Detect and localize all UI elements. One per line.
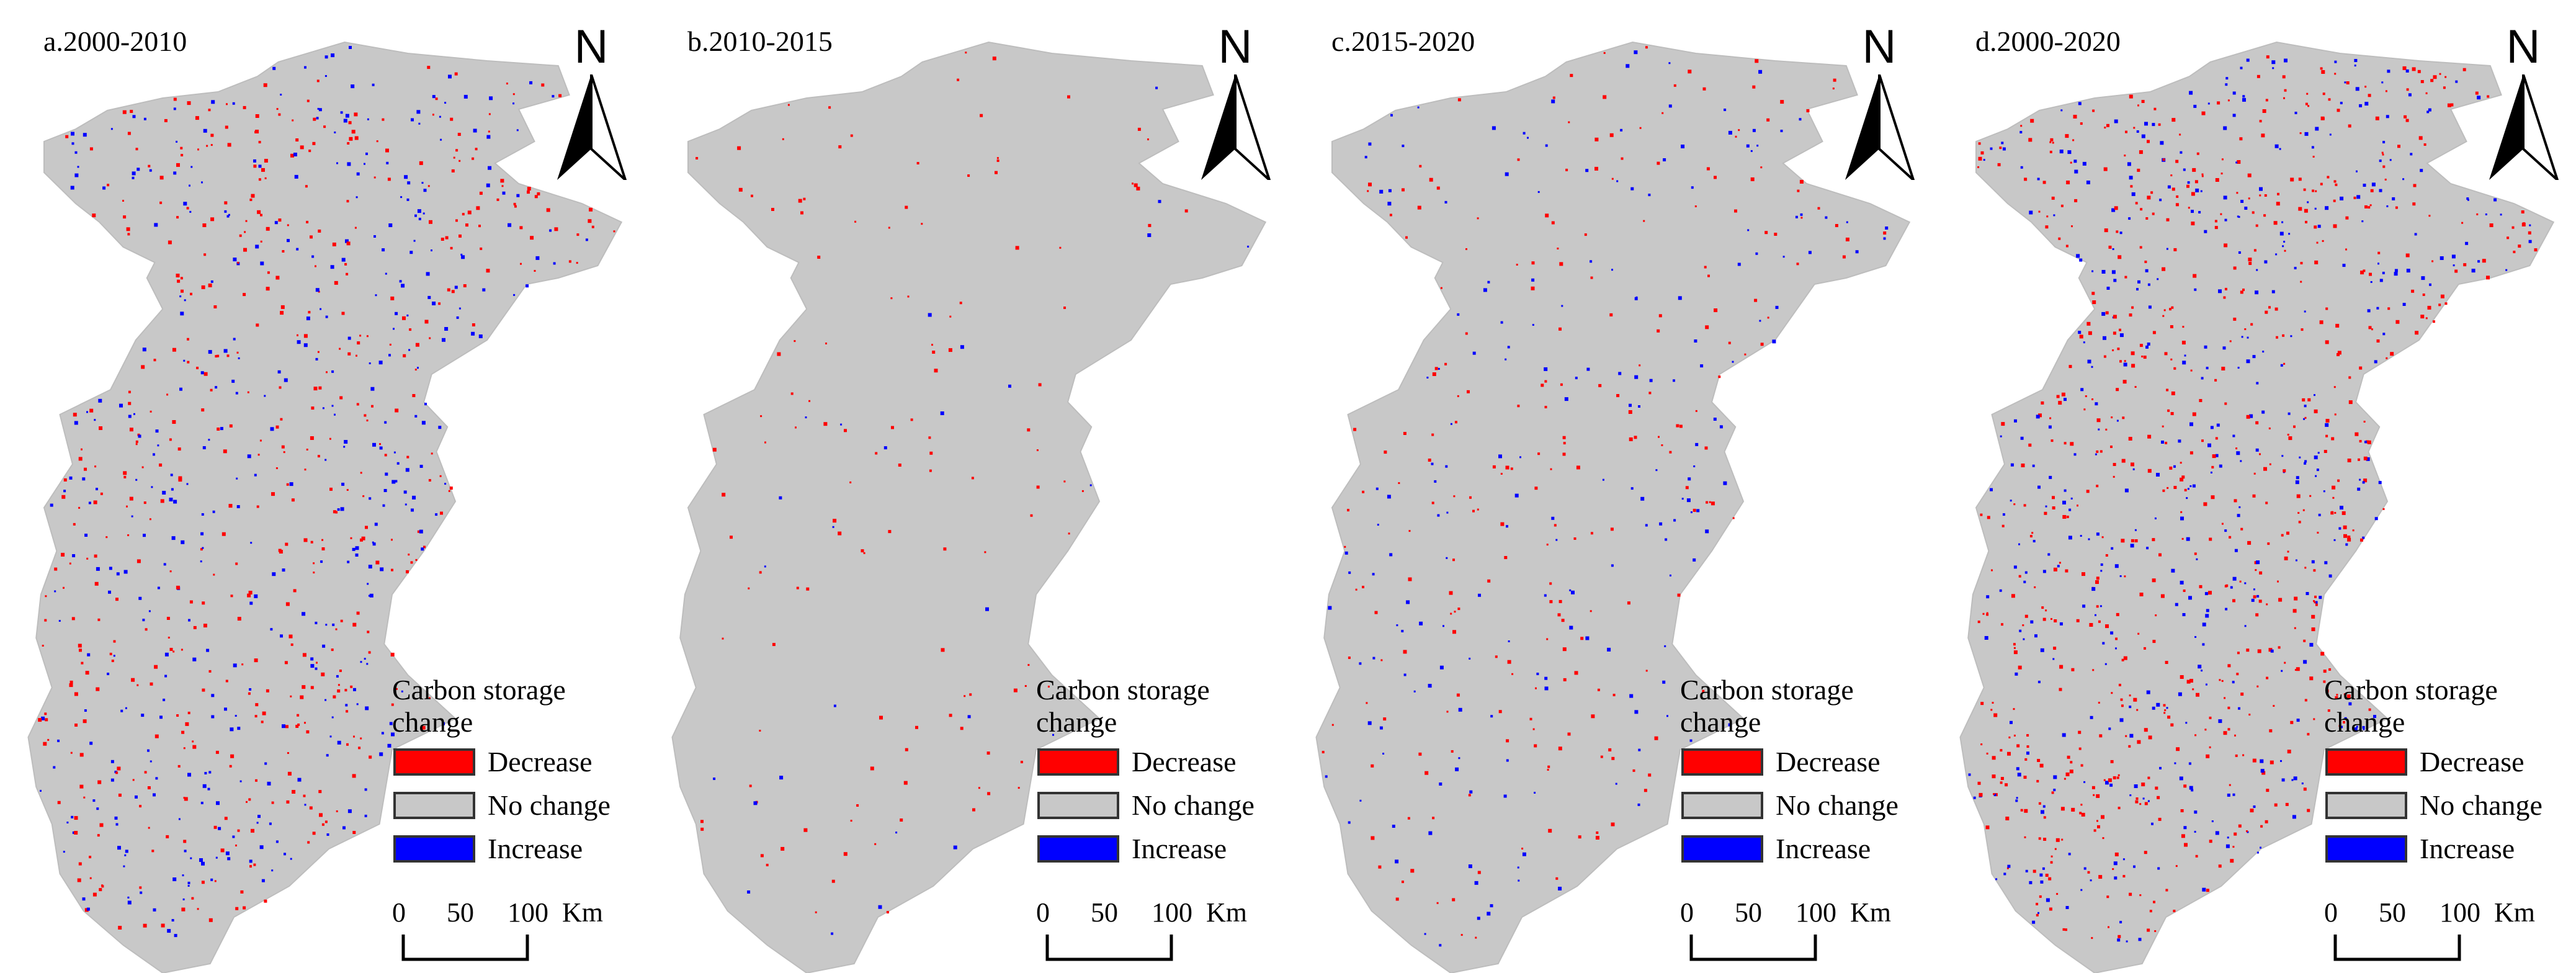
legend-swatch <box>393 748 475 776</box>
legend-item-increase: Increase <box>2324 830 2572 869</box>
legend-swatch <box>393 792 475 819</box>
legend: Carbon storage change Decrease No change … <box>1680 674 1928 869</box>
scale-label-50: 50 <box>447 897 474 928</box>
legend-item-increase: Increase <box>1680 830 1928 869</box>
legend-swatch <box>1037 748 1119 776</box>
scale-bar-line <box>401 935 529 961</box>
scale-label-100: 100 <box>1796 897 1836 928</box>
legend-item-no-change: No change <box>392 787 640 825</box>
scale-unit: Km <box>562 897 603 928</box>
legend-item-decrease: Decrease <box>1036 743 1284 782</box>
legend-title: Carbon storage change <box>2324 674 2498 738</box>
legend-swatch <box>1681 748 1763 776</box>
scale-unit: Km <box>1206 897 1247 928</box>
north-arrow: N <box>551 20 632 180</box>
region-outline <box>1315 41 1911 973</box>
scale-bar-line <box>1689 935 1817 961</box>
legend-title: Carbon storage change <box>392 674 566 738</box>
scale-label-50: 50 <box>1091 897 1118 928</box>
legend: Carbon storage change Decrease No change … <box>1036 674 1284 869</box>
north-arrow-icon <box>1845 74 1915 180</box>
panel-title: d.2000-2020 <box>1975 25 2121 57</box>
legend-swatch <box>2325 792 2407 819</box>
north-arrow-icon <box>1201 74 1271 180</box>
legend-item-increase: Increase <box>392 830 640 869</box>
legend-item-increase: Increase <box>1036 830 1284 869</box>
map-panel-c: c.2015-2020 N Carbon storage change Decre… <box>1288 0 1932 973</box>
north-arrow-icon <box>2489 74 2559 180</box>
scale-label-50: 50 <box>2379 897 2406 928</box>
scale-label-0: 0 <box>1680 897 1694 928</box>
legend-item-decrease: Decrease <box>392 743 640 782</box>
change-pixels <box>38 46 615 938</box>
scale-unit: Km <box>1850 897 1891 928</box>
north-arrow: N <box>1195 20 1276 180</box>
legend-swatch <box>2325 835 2407 863</box>
scale-unit: Km <box>2494 897 2535 928</box>
change-pixels <box>1968 55 2538 943</box>
scale-label-0: 0 <box>1036 897 1050 928</box>
change-pixels <box>695 52 1250 935</box>
legend-swatch <box>1037 835 1119 863</box>
legend-item-no-change: No change <box>1680 787 1928 825</box>
legend-swatch <box>1037 792 1119 819</box>
carbon-change-map <box>1959 41 2555 973</box>
legend-title: Carbon storage change <box>1036 674 1210 738</box>
region-outline <box>671 41 1267 973</box>
carbon-change-map <box>671 41 1267 973</box>
north-arrow-icon <box>557 74 627 180</box>
region-outline <box>1959 41 2555 973</box>
north-arrow: N <box>2483 20 2564 180</box>
legend: Carbon storage change Decrease No change … <box>392 674 640 869</box>
north-label: N <box>574 20 609 73</box>
carbon-change-map <box>1315 41 1911 973</box>
scale-bar: 0 50 100 Km <box>2324 897 2572 966</box>
scale-label-0: 0 <box>392 897 406 928</box>
map-panel-a: a.2000-2010 N Carbon storage change Decre… <box>0 0 644 973</box>
legend-item-decrease: Decrease <box>2324 743 2572 782</box>
legend-swatch <box>1681 792 1763 819</box>
legend-swatch <box>1681 835 1763 863</box>
scale-label-100: 100 <box>1152 897 1192 928</box>
legend-title: Carbon storage change <box>1680 674 1854 738</box>
scale-label-100: 100 <box>2440 897 2480 928</box>
legend-item-no-change: No change <box>1036 787 1284 825</box>
carbon-change-map <box>27 41 623 973</box>
map-panel-d: d.2000-2020 N Carbon storage change Decre… <box>1932 0 2576 973</box>
legend-swatch <box>2325 748 2407 776</box>
north-arrow: N <box>1839 20 1920 180</box>
scale-bar: 0 50 100 Km <box>392 897 640 966</box>
north-label: N <box>1218 20 1253 73</box>
panel-title: c.2015-2020 <box>1331 25 1475 57</box>
scale-bar-line <box>2333 935 2461 961</box>
scale-label-100: 100 <box>508 897 548 928</box>
panel-title: a.2000-2010 <box>43 25 187 57</box>
north-label: N <box>1862 20 1897 73</box>
legend: Carbon storage change Decrease No change … <box>2324 674 2572 869</box>
scale-bar-line <box>1045 935 1173 961</box>
legend-item-decrease: Decrease <box>1680 743 1928 782</box>
scale-label-0: 0 <box>2324 897 2338 928</box>
change-pixels <box>1322 46 1889 947</box>
scale-label-50: 50 <box>1735 897 1762 928</box>
scale-bar: 0 50 100 Km <box>1680 897 1928 966</box>
panel-title: b.2010-2015 <box>687 25 833 57</box>
map-panel-b: b.2010-2015 N Carbon storage change Decre… <box>644 0 1288 973</box>
north-label: N <box>2506 20 2541 73</box>
scale-bar: 0 50 100 Km <box>1036 897 1284 966</box>
legend-item-no-change: No change <box>2324 787 2572 825</box>
legend-swatch <box>393 835 475 863</box>
